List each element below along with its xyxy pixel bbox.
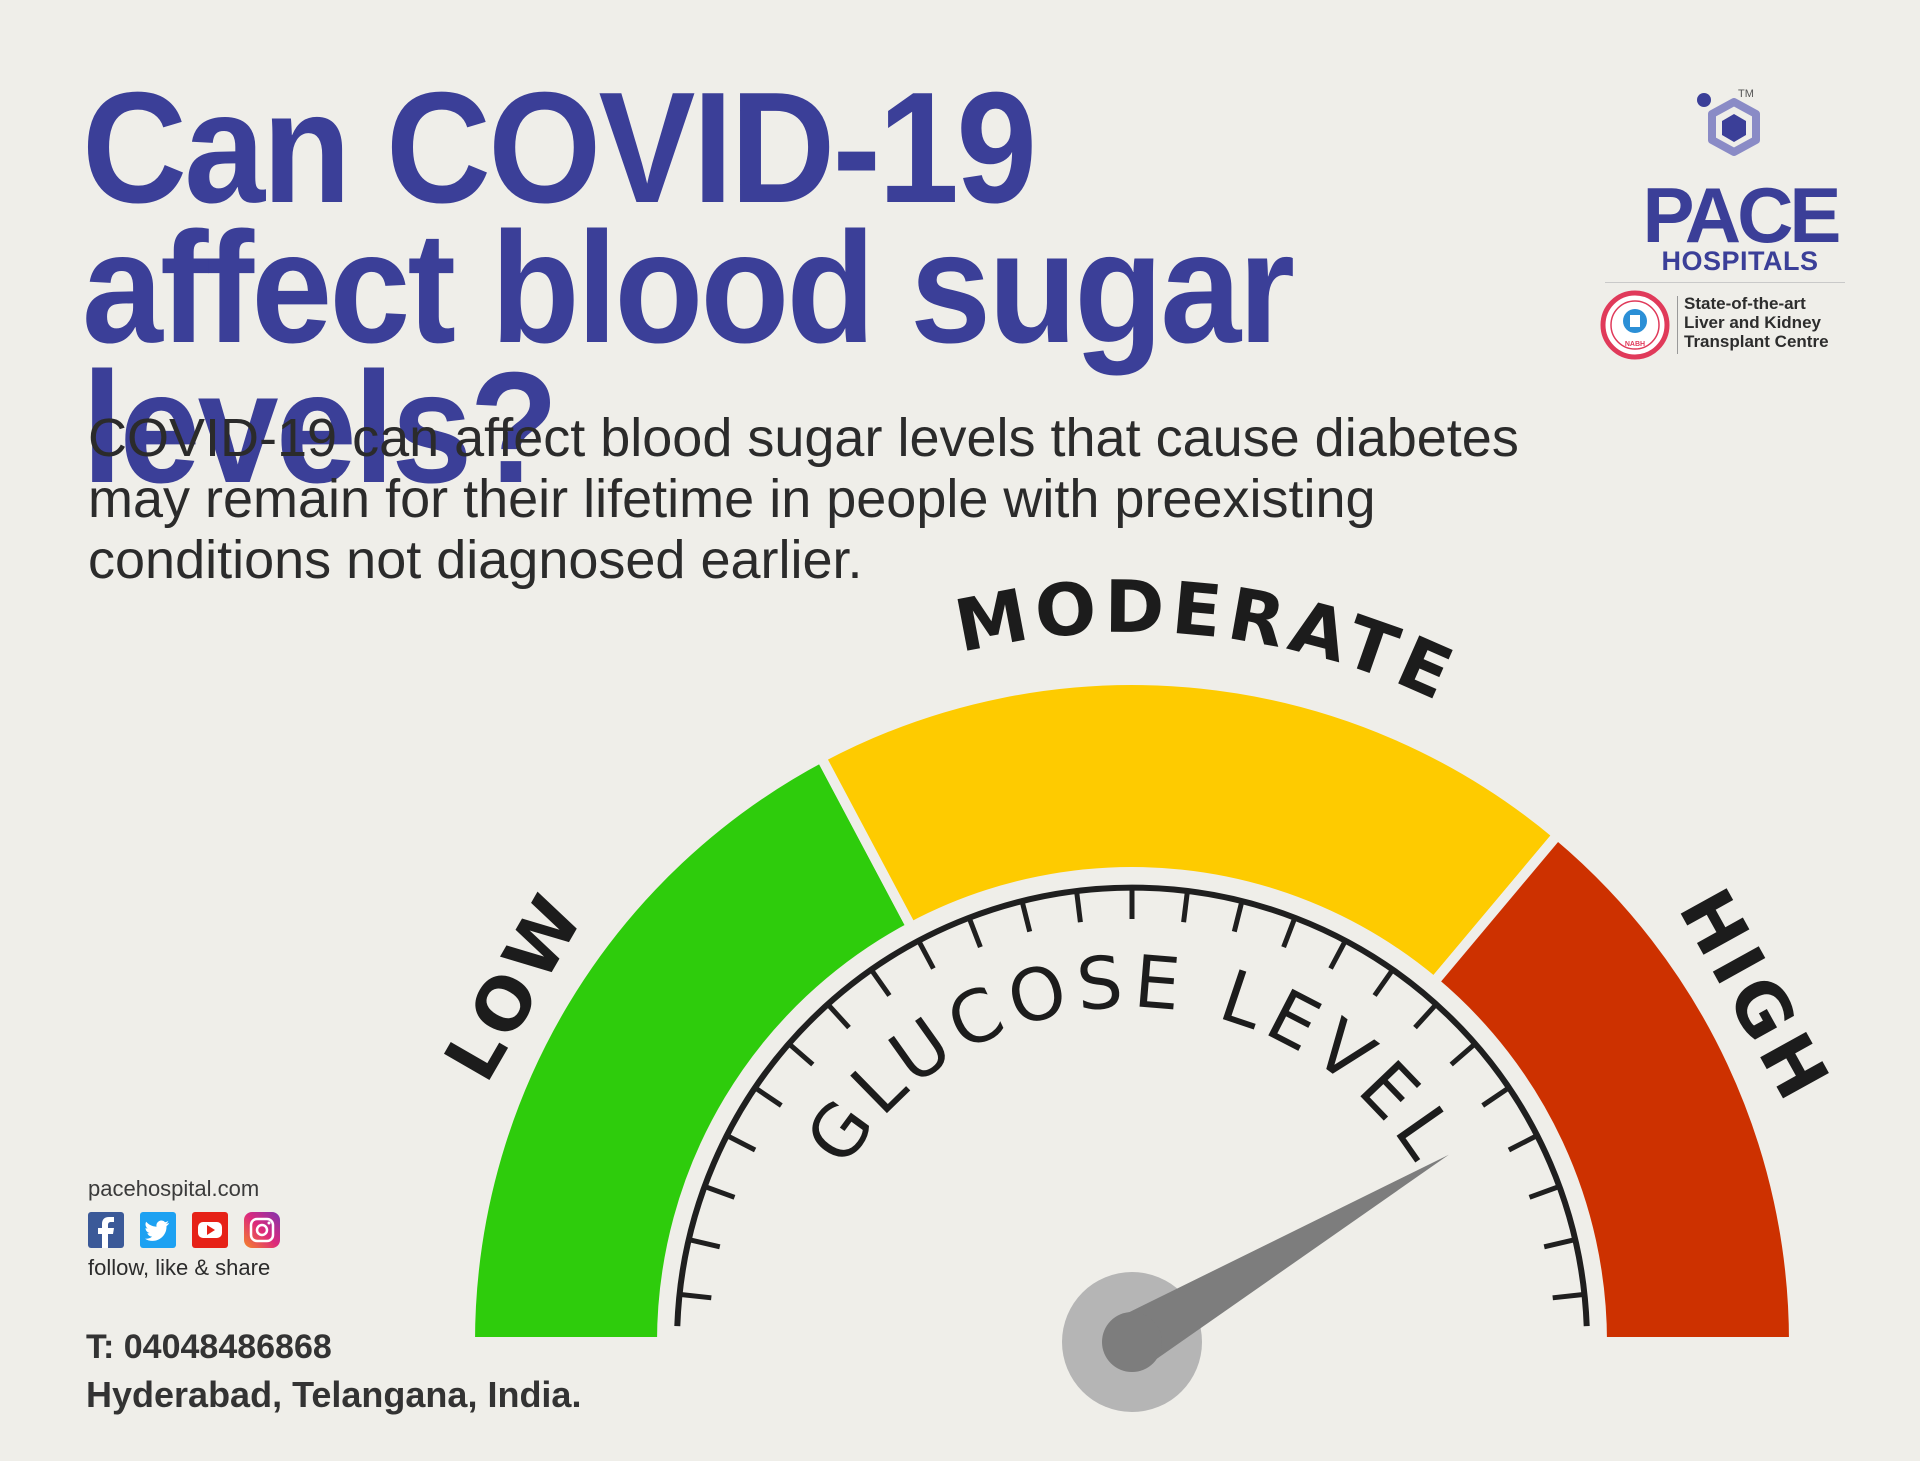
gauge-ticks [679,887,1585,1301]
gauge-tick [1372,967,1396,997]
tagline-divider [1677,296,1678,354]
gauge-tick [1281,916,1298,948]
gauge-needle [1117,1154,1449,1367]
gauge-tick [1231,899,1245,933]
gauge-tick [1181,890,1190,923]
gauge-tick [1449,1041,1478,1067]
gauge-zone-low [464,750,919,1347]
gauge-tick [1507,1133,1539,1153]
trademark-symbol: TM [1738,88,1754,100]
gauge-caption-text: GLUCOSE LEVEL [789,939,1467,1179]
brand-name: PACE [1642,171,1842,259]
gauge-tick [1074,890,1083,923]
gauge-tick [1019,899,1033,933]
phone-number[interactable]: T: 04048486868 [86,1328,332,1366]
gauge-tick [868,967,892,997]
description: COVID-19 can affect blood sugar levels t… [88,408,1519,590]
needle-hub-center [1102,1312,1162,1372]
gauge-tick [1552,1291,1585,1301]
brand-subname: HOSPITALS [1661,246,1819,276]
facebook-icon[interactable] [88,1212,124,1248]
gauge-zone-moderate [814,675,1565,990]
nabh-badge-label: NABH [1625,341,1645,348]
gauge-tick [916,939,936,970]
logo-divider [1605,282,1845,283]
tagline-line: Transplant Centre [1684,332,1829,351]
gauge-tick [1528,1184,1561,1200]
headline: Can COVID-19 affect blood sugar levels? [82,60,1295,516]
gauge-tick [679,1291,712,1301]
twitter-icon[interactable] [140,1212,176,1248]
follow-text: follow, like & share [88,1255,271,1280]
nabh-badge-icon: NABH [1600,290,1670,360]
address: Hyderabad, Telangana, India. [86,1374,582,1415]
tagline-line: State-of-the-art [1684,294,1806,313]
tagline-line: Liver and Kidney [1684,313,1821,332]
pace-hexagon-icon [1697,93,1760,156]
gauge-tick [966,916,983,948]
youtube-icon[interactable] [192,1212,228,1248]
gauge-tick [825,1002,851,1030]
gauge-tick [1413,1002,1439,1030]
gauge-caption: GLUCOSE LEVEL [789,939,1475,1179]
gauge-tick [703,1184,736,1200]
gauge-tick [1543,1237,1576,1250]
logo-tagline: State-of-the-art Liver and Kidney Transp… [1684,294,1854,351]
website-label[interactable]: pacehospital.com [88,1176,260,1201]
gauge-tick [1328,939,1348,970]
gauge-tick [688,1237,721,1250]
pace-hospitals-logo: TM PACE HOSPITALS NABH State-of-the-art … [1600,88,1860,368]
gauge-tick [725,1133,757,1153]
gauge-tick [1481,1085,1511,1108]
gauge-zone-high [1427,827,1800,1347]
gauge-tick [786,1041,815,1067]
instagram-icon[interactable] [244,1212,280,1248]
gauge-tick [753,1085,783,1108]
